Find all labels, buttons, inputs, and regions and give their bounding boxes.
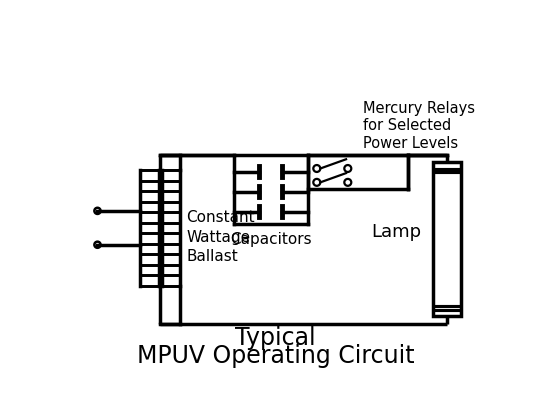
Text: Mercury Relays
for Selected
Power Levels: Mercury Relays for Selected Power Levels: [363, 101, 475, 151]
Text: Constant
Wattage
Ballast: Constant Wattage Ballast: [187, 210, 255, 264]
Text: Typical: Typical: [236, 326, 316, 350]
Text: Lamp: Lamp: [371, 223, 421, 240]
Bar: [433, 162, 461, 316]
Text: MPUV Operating Circuit: MPUV Operating Circuit: [137, 344, 415, 369]
Text: Capacitors: Capacitors: [230, 232, 312, 247]
